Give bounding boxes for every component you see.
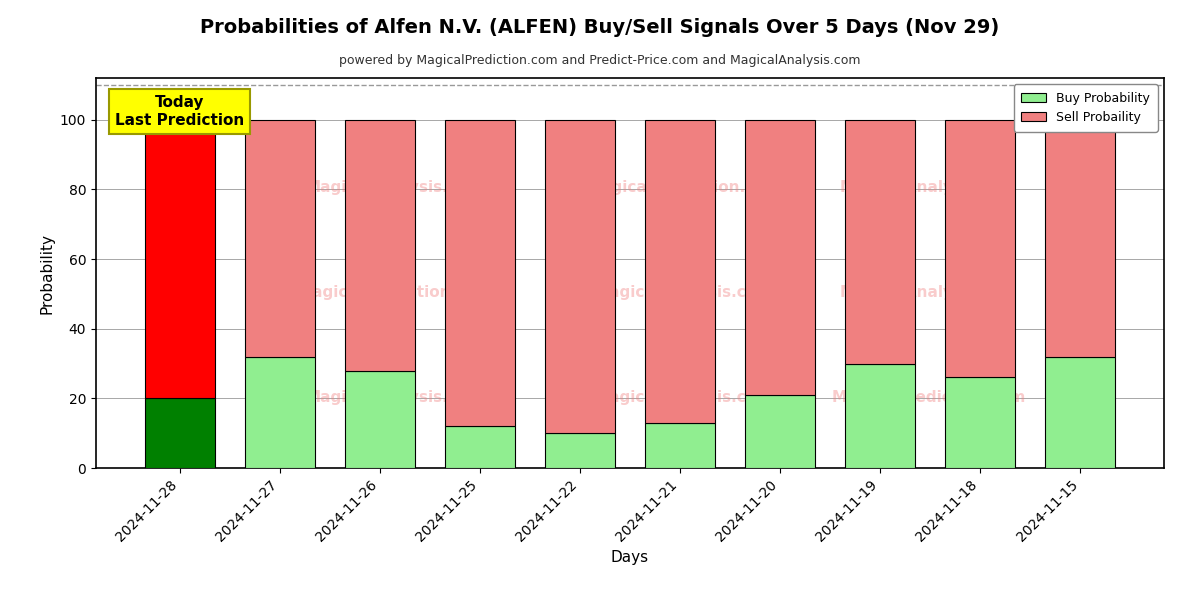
Bar [344,120,415,371]
Bar [646,120,715,423]
Legend: Buy Probability, Sell Probaility: Buy Probability, Sell Probaility [1014,84,1158,131]
Bar [845,120,916,364]
Bar [1045,356,1116,468]
Bar [445,426,515,468]
Bar [745,395,815,468]
Bar [144,120,215,398]
Bar [646,423,715,468]
Text: MagicalAnalysis.com: MagicalAnalysis.com [306,391,484,406]
Bar [245,356,314,468]
Bar [545,433,614,468]
Bar [845,364,916,468]
Bar [144,398,215,468]
Text: MagicalPrediction.com: MagicalPrediction.com [298,285,492,300]
Bar [946,120,1015,377]
Text: MagicalAnalysis.com: MagicalAnalysis.com [840,180,1018,194]
Text: MagicalAnalysis.com: MagicalAnalysis.com [840,285,1018,300]
Text: MagicalAnalysis.com: MagicalAnalysis.com [594,391,773,406]
Text: powered by MagicalPrediction.com and Predict-Price.com and MagicalAnalysis.com: powered by MagicalPrediction.com and Pre… [340,54,860,67]
Text: MagicalPrediction.com: MagicalPrediction.com [587,180,780,194]
Text: MagicalAnalysis.com: MagicalAnalysis.com [594,285,773,300]
X-axis label: Days: Days [611,550,649,565]
Bar [545,120,614,433]
Bar [445,120,515,426]
Text: MagicalAnalysis.com: MagicalAnalysis.com [306,180,484,194]
Y-axis label: Probability: Probability [40,232,54,313]
Bar [1045,120,1116,356]
Text: Probabilities of Alfen N.V. (ALFEN) Buy/Sell Signals Over 5 Days (Nov 29): Probabilities of Alfen N.V. (ALFEN) Buy/… [200,18,1000,37]
Bar [745,120,815,395]
Bar [245,120,314,356]
Text: MagicalPrediction.com: MagicalPrediction.com [832,391,1026,406]
Bar [344,371,415,468]
Bar [946,377,1015,468]
Text: Today
Last Prediction: Today Last Prediction [115,95,245,128]
